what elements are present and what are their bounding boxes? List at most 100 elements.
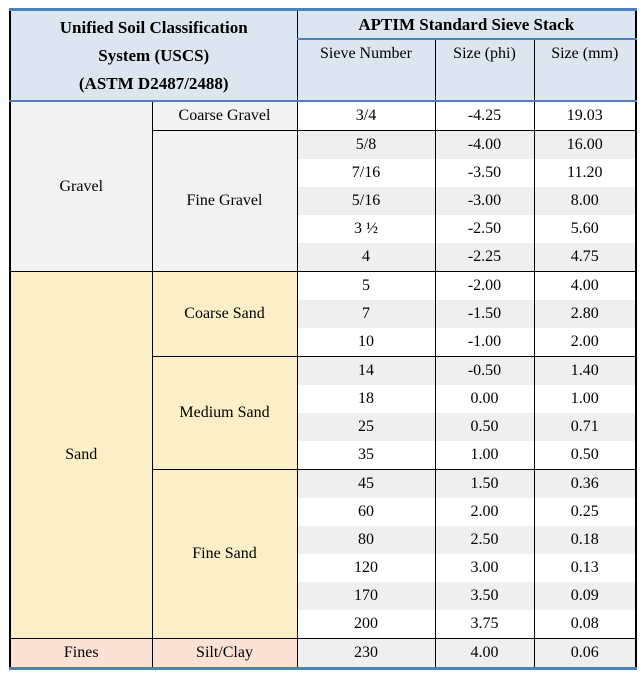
uscs-subgroup-fine-sand: Fine Sand (151, 469, 297, 639)
column-header-size-phi: Size (phi) (434, 39, 534, 102)
table-row: 10 -1.00 2.00 (10, 328, 637, 357)
size-phi-cell: 4.00 (434, 638, 534, 669)
sieve-number-cell: 5 (296, 271, 435, 300)
size-phi-cell: 3.00 (434, 554, 534, 582)
size-phi-cell: -0.50 (434, 356, 534, 385)
size-mm-cell: 0.36 (533, 469, 637, 498)
sieve-number-cell: 4 (296, 243, 435, 272)
size-mm-cell: 2.80 (533, 300, 637, 328)
size-mm-cell: 5.60 (533, 215, 637, 243)
uscs-header-line3: (ASTM D2487/2488) (78, 73, 229, 93)
sieve-number-cell: 10 (296, 328, 435, 357)
size-phi-cell: 3.50 (434, 582, 534, 610)
size-phi-cell: -1.00 (434, 328, 534, 357)
uscs-header-line2: System (USCS) (98, 45, 210, 65)
table-body: Gravel Coarse Gravel 3/4 -4.25 19.03 Fin… (9, 101, 637, 669)
sieve-number-cell: 3/4 (296, 101, 435, 131)
size-mm-cell: 11.20 (533, 159, 637, 187)
sieve-number-cell: 7/16 (296, 159, 435, 187)
size-phi-cell: 0.50 (434, 413, 534, 441)
size-phi-cell: -2.50 (434, 215, 534, 243)
table-row: 7/16 -3.50 11.20 (10, 159, 637, 187)
size-mm-cell: 0.09 (533, 582, 637, 610)
uscs-header-line1: Unified Soil Classification (59, 17, 248, 37)
table-row: Medium Sand 14 -0.50 1.40 (10, 356, 637, 470)
uscs-group-fines: Fines (9, 638, 152, 669)
table-row: Sand Coarse Sand 5 -2.00 4.00 (9, 271, 637, 639)
uscs-subgroup-coarse-gravel: Coarse Gravel (151, 101, 297, 131)
sieve-number-cell: 18 (296, 385, 435, 413)
size-phi-cell: -3.50 (434, 159, 534, 187)
column-header-size-mm: Size (mm) (533, 39, 637, 102)
size-mm-cell: 16.00 (533, 130, 637, 159)
size-phi-cell: -4.25 (434, 101, 534, 131)
table-row: 200 3.75 0.08 (10, 610, 637, 639)
table-row: 60 2.00 0.25 (10, 498, 637, 526)
size-mm-cell: 0.50 (533, 441, 637, 470)
size-mm-cell: 0.06 (533, 638, 637, 669)
sieve-number-cell: 5/8 (296, 130, 435, 159)
size-mm-cell: 4.00 (533, 271, 637, 300)
table-header: Unified Soil Classification System (USCS… (10, 9, 637, 102)
size-phi-cell: 1.00 (434, 441, 534, 470)
sieve-number-cell: 60 (296, 498, 435, 526)
uscs-header-cell: Unified Soil Classification System (USCS… (10, 9, 298, 102)
sieve-number-cell: 14 (296, 356, 435, 385)
size-mm-cell: 0.08 (533, 610, 637, 639)
size-phi-cell: -2.00 (434, 271, 534, 300)
sieve-number-cell: 45 (296, 469, 435, 498)
sieve-classification-table: Unified Soil Classification System (USCS… (9, 8, 638, 670)
size-phi-cell: 0.00 (434, 385, 534, 413)
uscs-subgroup-silt-clay: Silt/Clay (151, 638, 297, 669)
table-row: Gravel Coarse Gravel 3/4 -4.25 19.03 (9, 101, 637, 272)
uscs-subgroup-fine-gravel: Fine Gravel (151, 130, 297, 272)
size-phi-cell: -3.00 (434, 187, 534, 215)
size-mm-cell: 1.00 (533, 385, 637, 413)
uscs-group-gravel: Gravel (9, 101, 152, 272)
size-phi-cell: 2.50 (434, 526, 534, 554)
size-mm-cell: 0.25 (533, 498, 637, 526)
size-phi-cell: 1.50 (434, 469, 534, 498)
size-phi-cell: 3.75 (434, 610, 534, 639)
table-row: 7 -1.50 2.80 (10, 300, 637, 328)
sieve-number-cell: 3 ½ (296, 215, 435, 243)
table-row: 80 2.50 0.18 (10, 526, 637, 554)
size-mm-cell: 0.13 (533, 554, 637, 582)
sieve-number-cell: 7 (296, 300, 435, 328)
size-mm-cell: 8.00 (533, 187, 637, 215)
size-mm-cell: 1.40 (533, 356, 637, 385)
uscs-group-sand: Sand (9, 271, 152, 639)
size-mm-cell: 0.71 (533, 413, 637, 441)
table-row: Fines Silt/Clay 230 4.00 0.06 (9, 638, 637, 669)
table-row: 120 3.00 0.13 (10, 554, 637, 582)
table-row: 5/16 -3.00 8.00 (10, 187, 637, 215)
size-phi-cell: -2.25 (434, 243, 534, 272)
sieve-number-cell: 35 (296, 441, 435, 470)
size-mm-cell: 2.00 (533, 328, 637, 357)
table-row: 35 1.00 0.50 (10, 441, 637, 470)
table-row: 25 0.50 0.71 (10, 413, 637, 441)
table-row: 3 ½ -2.50 5.60 (10, 215, 637, 243)
uscs-subgroup-medium-sand: Medium Sand (151, 356, 297, 470)
sieve-number-cell: 230 (296, 638, 435, 669)
size-mm-cell: 0.18 (533, 526, 637, 554)
sieve-number-cell: 25 (296, 413, 435, 441)
table-row: 18 0.00 1.00 (10, 385, 637, 413)
sieve-number-cell: 170 (296, 582, 435, 610)
size-phi-cell: -4.00 (434, 130, 534, 159)
size-phi-cell: 2.00 (434, 498, 534, 526)
uscs-subgroup-coarse-sand: Coarse Sand (151, 271, 297, 357)
sieve-number-cell: 5/16 (296, 187, 435, 215)
table-row: 170 3.50 0.09 (10, 582, 637, 610)
table-row: Fine Sand 45 1.50 0.36 (10, 469, 637, 639)
size-mm-cell: 4.75 (533, 243, 637, 272)
sieve-number-cell: 200 (296, 610, 435, 639)
size-phi-cell: -1.50 (434, 300, 534, 328)
sieve-number-cell: 120 (296, 554, 435, 582)
size-mm-cell: 19.03 (533, 101, 637, 131)
sieve-number-cell: 80 (296, 526, 435, 554)
table-row: 4 -2.25 4.75 (10, 243, 637, 272)
column-header-sieve-number: Sieve Number (297, 39, 435, 102)
table-row: Fine Gravel 5/8 -4.00 16.00 (10, 130, 637, 272)
